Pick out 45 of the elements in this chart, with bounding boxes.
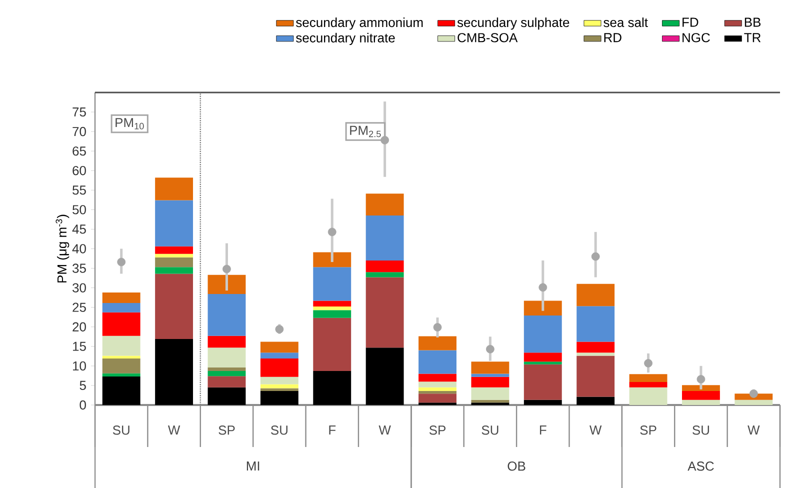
y-tick-label: 70 xyxy=(72,126,86,136)
x-tick-label: W xyxy=(168,426,180,434)
y-tick-label: 65 xyxy=(72,146,86,156)
legend-label: CMB-SOA xyxy=(458,33,518,42)
x-tick-label: SP xyxy=(429,426,446,435)
y-tick-label: 30 xyxy=(72,283,86,292)
x-tick-label: SP xyxy=(218,426,235,435)
x-tick-label: W xyxy=(748,426,760,434)
text: MI xyxy=(246,462,260,470)
annotation: PM$_{10}$ xyxy=(116,118,144,130)
x-tick-label: W xyxy=(378,426,391,434)
y-tick-label: 10 xyxy=(72,361,86,371)
legend-label: RD xyxy=(604,33,622,42)
x-tick-label: SP xyxy=(640,426,656,435)
y-tick-label: 0 xyxy=(80,400,86,410)
x-tick-label: SU xyxy=(482,426,498,435)
annotation: PM$_{2.5}$ xyxy=(350,126,381,138)
legend-label: secundary ammonium xyxy=(296,18,423,30)
y-tick-label: 60 xyxy=(72,166,86,176)
legend-label: BB xyxy=(744,18,761,27)
y-tick-label: 20 xyxy=(72,322,86,332)
y-tick-label: 40 xyxy=(72,244,86,254)
y-axis-title: PM (μg m$^{-3}$) xyxy=(56,214,70,282)
y-tick-label: 5 xyxy=(80,380,86,390)
y-tick-label: 75 xyxy=(72,107,86,117)
legend-label: secundary sulphate xyxy=(457,18,570,30)
text: OB xyxy=(508,462,526,471)
y-tick-label: 55 xyxy=(72,186,86,195)
y-tick-label: 45 xyxy=(72,224,86,234)
legend-label: FD xyxy=(682,18,698,27)
legend-label: sea salt xyxy=(604,18,648,28)
y-tick-label: 25 xyxy=(72,302,86,312)
y-tick-label: 35 xyxy=(72,264,86,273)
legend-label: secundary nitrate xyxy=(296,32,395,46)
x-tick-label: F xyxy=(329,426,336,434)
x-tick-label: SU xyxy=(692,426,709,435)
legend-label: NGC xyxy=(682,33,710,42)
legend-label: TR xyxy=(744,33,761,42)
y-tick-label: 15 xyxy=(72,342,86,351)
x-tick-label: W xyxy=(590,426,602,434)
x-tick-label: F xyxy=(540,426,546,434)
x-tick-label: SU xyxy=(270,426,288,435)
text: ASC xyxy=(688,462,714,471)
y-tick-label: 50 xyxy=(72,205,86,214)
x-tick-label: SU xyxy=(112,426,130,435)
